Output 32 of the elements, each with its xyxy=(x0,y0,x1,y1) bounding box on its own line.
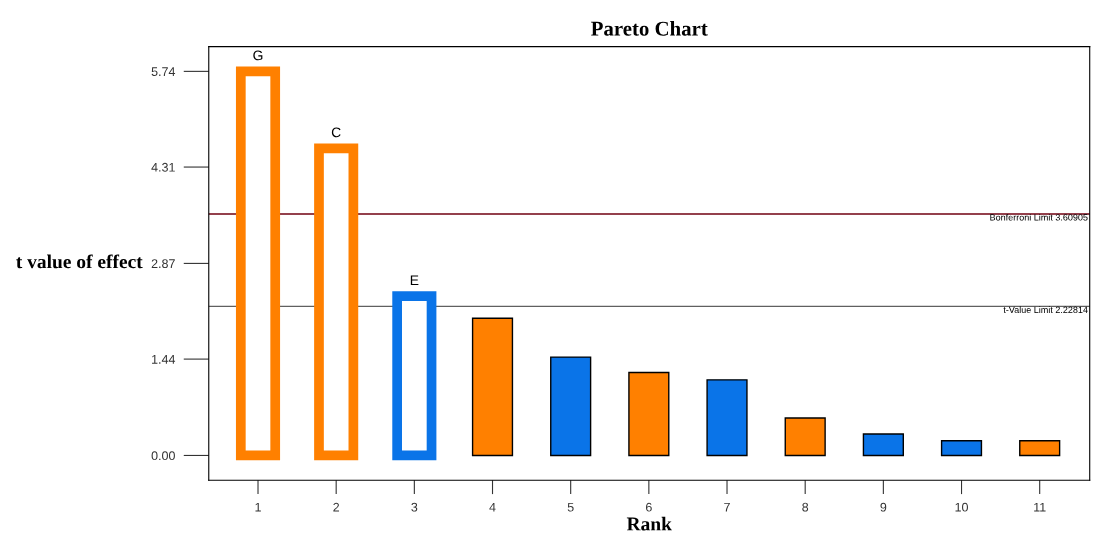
y-tick-label: 0.00 xyxy=(151,451,175,461)
bar xyxy=(784,417,826,457)
x-tick-label: 5 xyxy=(567,502,574,512)
ref-line-label: Bonferroni Limit 3.60905 xyxy=(990,213,1088,221)
x-tick-label: 2 xyxy=(333,502,340,512)
x-tick-label: 1 xyxy=(255,502,261,512)
x-tick-label: 9 xyxy=(880,502,887,512)
bar xyxy=(862,433,904,457)
x-tick-label: 7 xyxy=(724,502,730,512)
y-axis-title: t value of effect xyxy=(16,254,143,269)
bar xyxy=(471,317,514,457)
y-tick-label: 5.74 xyxy=(151,67,176,77)
y-tick-label: 4.31 xyxy=(151,162,175,172)
bar xyxy=(628,371,670,457)
x-tick-label: 11 xyxy=(1034,502,1046,512)
bar xyxy=(1019,440,1061,457)
bar xyxy=(940,440,983,457)
x-tick-label: 10 xyxy=(955,502,968,512)
bar xyxy=(706,379,748,457)
x-tick-label: 6 xyxy=(646,502,652,512)
y-tick-label: 2.87 xyxy=(151,259,175,269)
x-tick-label: 4 xyxy=(489,502,496,512)
chart-title: Pareto Chart xyxy=(591,21,708,36)
x-tick-label: 8 xyxy=(802,502,809,512)
x-tick-label: 3 xyxy=(411,502,418,512)
y-tick-label: 1.44 xyxy=(152,355,176,364)
annotation: E xyxy=(410,275,419,285)
x-axis-title: Rank xyxy=(626,516,672,531)
ref-line-label: t-Value Limit 2.22814 xyxy=(1003,306,1088,313)
bar xyxy=(550,356,592,457)
annotation: G xyxy=(253,50,263,61)
annotation: C xyxy=(331,127,341,138)
